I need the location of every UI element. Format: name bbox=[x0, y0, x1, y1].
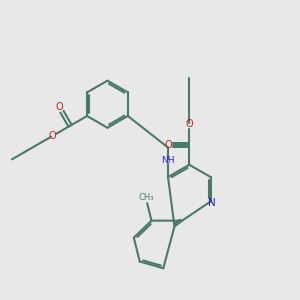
Text: O: O bbox=[185, 119, 193, 129]
Text: O: O bbox=[56, 102, 63, 112]
Text: CH₃: CH₃ bbox=[138, 193, 154, 202]
Text: NH: NH bbox=[161, 156, 175, 165]
Text: N: N bbox=[208, 198, 216, 208]
Text: O: O bbox=[164, 140, 172, 150]
Text: O: O bbox=[48, 131, 56, 141]
